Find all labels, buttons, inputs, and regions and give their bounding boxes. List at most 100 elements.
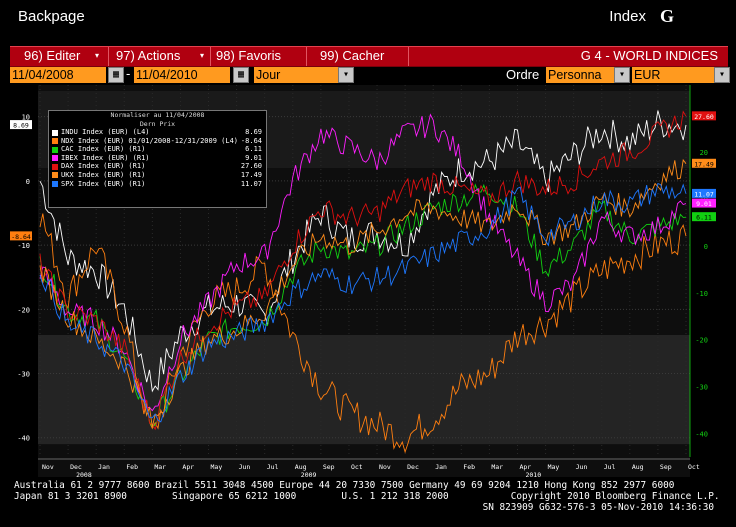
chevron-down-icon[interactable]: ▾ (614, 67, 630, 83)
x-tick-label: Mar (154, 463, 166, 471)
order-select[interactable]: Personna (546, 67, 614, 83)
end-value-label: 27.60 (694, 113, 714, 121)
footer-contacts-2: Japan 81 3 3201 8900 Singapore 65 6212 1… (14, 491, 720, 502)
x-tick-label: Jul (267, 463, 279, 471)
end-value-label: 9.01 (696, 200, 712, 208)
title-bar: Backpage Index G (0, 0, 736, 40)
x-tick-label: Mar (491, 463, 503, 471)
legend-swatch (52, 155, 58, 162)
x-tick-label: Nov (379, 463, 391, 471)
legend-label: NDX Index (EUR) 01/01/2008-12/31/2009 (L… (61, 136, 239, 145)
right-tick-label: -40 (695, 431, 708, 439)
date-range-dash: - (126, 66, 131, 81)
end-date-field[interactable]: 11/04/2010 (134, 67, 230, 83)
series-line (39, 110, 687, 393)
end-value-badge (692, 212, 716, 222)
calendar-icon[interactable]: ▦ (108, 67, 124, 83)
footer-serial: SN 823909 G632-576-3 05-Nov-2010 14:36:3… (482, 502, 714, 513)
order-label: Ordre (506, 67, 540, 82)
legend-label: CAC Index (EUR) (R1) (61, 145, 146, 154)
x-tick-label: Jun (576, 463, 588, 471)
x-tick-label: Dec (70, 463, 82, 471)
shaded-band (38, 335, 690, 445)
end-value-label: 8.69 (13, 122, 29, 130)
legend-label: SPX Index (EUR) (R1) (61, 179, 146, 188)
menu-favoris[interactable]: 98) Favoris (216, 48, 282, 63)
legend-label: DAX Index (EUR) (R1) (61, 162, 146, 171)
legend-item[interactable]: CAC Index (EUR) (R1) 6.11 (49, 145, 266, 154)
legend-item[interactable]: IBEX Index (EUR) (R1) 9.01 (49, 154, 266, 163)
legend-swatch (52, 181, 58, 188)
left-tick-label: 0 (26, 178, 30, 186)
menu-editer[interactable]: 96) Editer (24, 48, 81, 63)
x-tick-label: Dec (407, 463, 419, 471)
legend-item[interactable]: NDX Index (EUR) 01/01/2008-12/31/2009 (L… (49, 137, 266, 146)
right-tick-label: -30 (695, 384, 708, 392)
legend-item[interactable]: DAX Index (EUR) (R1) 27.60 (49, 162, 266, 171)
end-value-badge (692, 158, 716, 168)
x-tick-label: Jul (604, 463, 616, 471)
menu-separator (108, 47, 109, 66)
menu-actions-dropdown-icon[interactable]: ▾ (200, 51, 205, 60)
legend-value: 6.11 (245, 145, 262, 154)
left-tick-label: -40 (17, 435, 30, 443)
chart-legend: Normaliser au 11/04/2008 Dern Prix INDU … (48, 110, 267, 208)
legend-label: IBEX Index (EUR) (R1) (61, 153, 150, 162)
series-line (39, 182, 687, 423)
start-date-field[interactable]: 11/04/2008 (10, 67, 106, 83)
x-tick-label: Jun (239, 463, 251, 471)
bloomberg-g-logo: G (659, 6, 674, 26)
legend-swatch (52, 163, 58, 170)
left-tick-label: -20 (17, 306, 30, 314)
legend-value: 9.01 (245, 153, 262, 162)
x-tick-label: Nov (42, 463, 54, 471)
chevron-down-icon[interactable]: ▾ (338, 67, 354, 83)
x-tick-label: Oct (351, 463, 363, 471)
left-tick-label: 10 (22, 114, 30, 122)
calendar-icon[interactable]: ▦ (233, 67, 249, 83)
index-title: Index (609, 8, 646, 25)
legend-value: 17.49 (240, 170, 262, 179)
x-tick-label: Aug (295, 463, 307, 471)
right-tick-label: -20 (695, 337, 708, 345)
legend-item[interactable]: INDU Index (EUR) (L4) 8.69 (49, 128, 266, 137)
legend-item[interactable]: SPX Index (EUR) (R1) 11.07 (49, 180, 266, 189)
period-select[interactable]: Jour (254, 67, 338, 83)
x-tick-label: Apr (182, 463, 194, 471)
legend-swatch (52, 146, 58, 153)
legend-value: 8.69 (245, 128, 262, 136)
menu-actions[interactable]: 97) Actions (116, 48, 181, 63)
legend-item[interactable]: UKX Index (EUR) (R1) 17.49 (49, 171, 266, 180)
x-tick-label: Apr (519, 463, 531, 471)
x-tick-label: Sep (323, 463, 335, 471)
legend-subtitle: Dern Prix (139, 119, 176, 128)
series-line (39, 110, 687, 431)
end-value-label: 6.11 (696, 214, 712, 222)
end-value-label: -8.64 (11, 233, 31, 241)
x-tick-label: Jan (435, 463, 447, 471)
end-value-badge (10, 120, 32, 130)
left-tick-label: -10 (17, 242, 30, 250)
menu-editer-dropdown-icon[interactable]: ▾ (95, 51, 100, 60)
year-label: 2010 (525, 471, 541, 477)
chevron-down-icon[interactable]: ▾ (714, 67, 730, 83)
x-tick-label: Aug (632, 463, 644, 471)
menu-cacher[interactable]: 99) Cacher (320, 48, 385, 63)
left-tick-label: -30 (17, 371, 30, 379)
legend-swatch (52, 129, 58, 136)
end-value-label: 11.07 (694, 190, 714, 198)
year-label: 2008 (76, 471, 92, 477)
backpage-title[interactable]: Backpage (18, 8, 85, 25)
chart-area: 10 0 -10 -20 -30 -40 2010 0 -10 -20 -30 -40 Nov Dec Ja… (10, 85, 720, 479)
menu-separator (408, 47, 409, 66)
right-tick-label: 20 (700, 149, 708, 157)
x-tick-label: May (548, 463, 560, 471)
x-tick-label: Sep (660, 463, 672, 471)
menu-separator (306, 47, 307, 66)
x-tick-label: Feb (126, 463, 138, 471)
currency-select[interactable]: EUR (632, 67, 714, 83)
legend-swatch (52, 172, 58, 179)
legend-label: INDU Index (EUR) (L4) (61, 128, 150, 136)
legend-value: 11.07 (240, 179, 262, 188)
legend-label: UKX Index (EUR) (R1) (61, 170, 146, 179)
